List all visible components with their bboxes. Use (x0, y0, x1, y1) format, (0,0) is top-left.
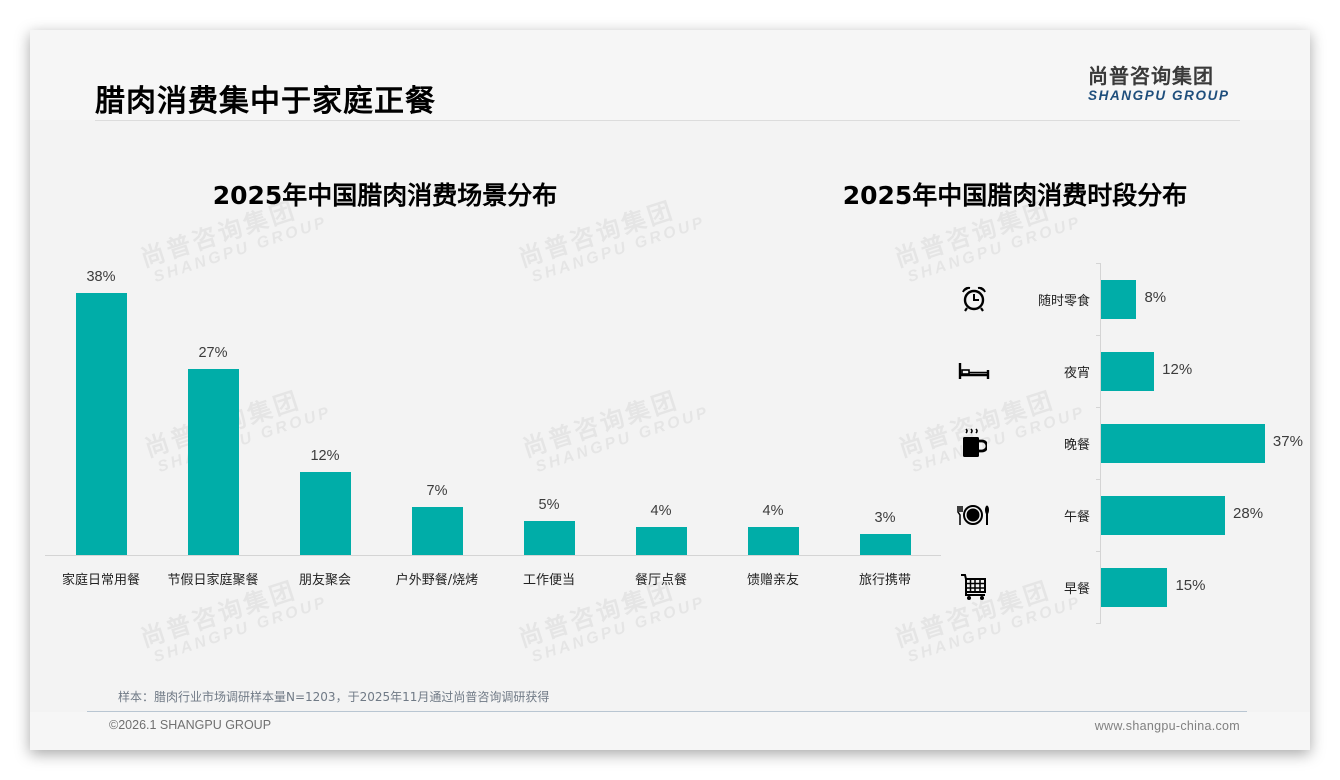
website-link[interactable]: www.shangpu-china.com (1094, 719, 1240, 733)
bar (1101, 495, 1226, 535)
axis-tick (1096, 623, 1100, 624)
category-label: 工作便当 (522, 573, 575, 588)
company-logo: 尚普咨询集团 SHANGPU GROUP (1088, 64, 1240, 104)
category-label: 户外野餐/烧烤 (395, 573, 479, 588)
scene-bar-chart: 38% 家庭日常用餐 27% 节假日家庭聚餐 12% 朋友聚会 7% 户外野餐/烧烤 5% 工作便… (30, 30, 1310, 750)
scene-chart-title: 2025年中国腊肉消费场景分布 (212, 181, 558, 210)
bar-value-label: 38% (86, 268, 116, 285)
bar-value-label: 4% (762, 503, 784, 520)
hot-coffee-mug-icon (957, 428, 991, 458)
axis-tick (1096, 335, 1100, 336)
x-axis-line (45, 555, 941, 556)
slide-header-bg (30, 30, 1310, 120)
category-label: 早餐 (1063, 582, 1090, 597)
axis-tick (1096, 551, 1100, 552)
bar-value-label: 12% (310, 448, 340, 465)
bed-icon (957, 356, 991, 386)
category-label: 节假日家庭聚餐 (167, 573, 259, 588)
bar-value-label: 27% (198, 344, 228, 361)
sample-note: 样本：腊肉行业市场调研样本量N=1203，于2025年11月通过尚普咨询调研获得 (118, 690, 550, 704)
y-axis-line (1100, 263, 1101, 624)
logo-en-text: SHANGPU GROUP (1088, 88, 1230, 103)
category-label: 晚餐 (1063, 438, 1090, 453)
plate-fork-knife-icon (957, 500, 991, 530)
bar-value-label: 7% (426, 482, 448, 499)
bar (411, 506, 463, 555)
time-chart-title: 2025年中国腊肉消费时段分布 (842, 181, 1188, 210)
bar-value-label: 15% (1175, 577, 1206, 594)
footer-bg (30, 712, 1310, 750)
category-label: 家庭日常用餐 (61, 573, 140, 588)
category-label: 旅行携带 (858, 573, 911, 588)
category-label: 随时零食 (1037, 294, 1090, 309)
bar-value-label: 8% (1144, 289, 1167, 306)
bar (1101, 351, 1155, 391)
bar (1101, 279, 1137, 319)
bar-value-label: 37% (1272, 433, 1303, 450)
bar (299, 472, 351, 555)
bar (747, 527, 799, 555)
category-label: 朋友聚会 (298, 573, 351, 588)
bar (635, 527, 687, 555)
bar (75, 292, 127, 555)
bar-value-label: 12% (1162, 361, 1193, 378)
page-title: 腊肉消费集中于家庭正餐 (95, 84, 436, 119)
category-label: 餐厅点餐 (634, 573, 687, 588)
category-label: 夜宵 (1063, 366, 1090, 381)
bar (1101, 567, 1168, 607)
bar-value-label: 28% (1233, 505, 1264, 522)
bar (187, 368, 239, 555)
bar (523, 520, 575, 555)
axis-tick (1096, 479, 1100, 480)
axis-tick (1096, 263, 1100, 264)
title-divider (95, 120, 1240, 121)
bar-value-label: 4% (650, 503, 672, 520)
category-label: 馈赠亲友 (746, 573, 799, 588)
slide: 尚普咨询集团 SHANGPU GROUP 尚普咨询集团 SHANGPU GROUP … (30, 30, 1310, 750)
category-label: 午餐 (1063, 510, 1090, 525)
alarm-clock-icon (957, 284, 991, 314)
bar-value-label: 3% (874, 510, 896, 527)
bar (859, 534, 911, 555)
axis-tick (1096, 407, 1100, 408)
bar-value-label: 5% (538, 496, 560, 513)
shopping-cart-icon (957, 572, 991, 602)
bar (1101, 423, 1265, 463)
copyright: ©2026.1 SHANGPU GROUP (109, 718, 272, 732)
footer-divider (87, 711, 1247, 712)
logo-cn-text: 尚普咨询集团 (1088, 64, 1214, 88)
